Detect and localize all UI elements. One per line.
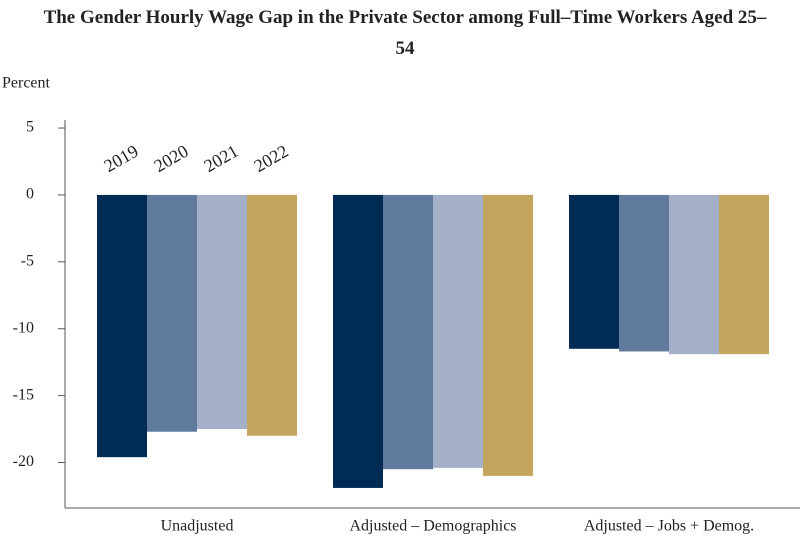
y-tick-label: 5 — [26, 119, 34, 136]
y-axis-label: Percent — [2, 75, 51, 92]
legend-label: 2019 — [100, 141, 141, 176]
bar — [247, 194, 297, 436]
bar — [483, 194, 533, 476]
legend-label: 2022 — [250, 141, 291, 176]
bar — [97, 194, 147, 458]
y-tick-label: -20 — [13, 453, 34, 470]
bar — [619, 194, 669, 352]
bar — [197, 194, 247, 430]
bar — [719, 194, 769, 355]
x-tick-label: Adjusted – Demographics — [349, 518, 516, 535]
chart-title: The Gender Hourly Wage Gap in the Privat… — [43, 7, 767, 59]
x-tick-label: Adjusted – Jobs + Demog. — [584, 518, 754, 535]
y-tick-label: -5 — [21, 252, 34, 269]
bar — [383, 194, 433, 470]
y-tick-label: -15 — [13, 386, 34, 403]
legend-label: 2020 — [150, 141, 191, 176]
bar — [669, 194, 719, 355]
bar — [433, 194, 483, 468]
bar — [333, 194, 383, 488]
y-tick-label: -10 — [13, 319, 34, 336]
y-tick-label: 0 — [26, 186, 34, 203]
x-tick-label: Unadjusted — [161, 518, 234, 535]
legend-label: 2021 — [200, 141, 241, 176]
bar — [147, 194, 197, 432]
bar — [569, 194, 619, 349]
